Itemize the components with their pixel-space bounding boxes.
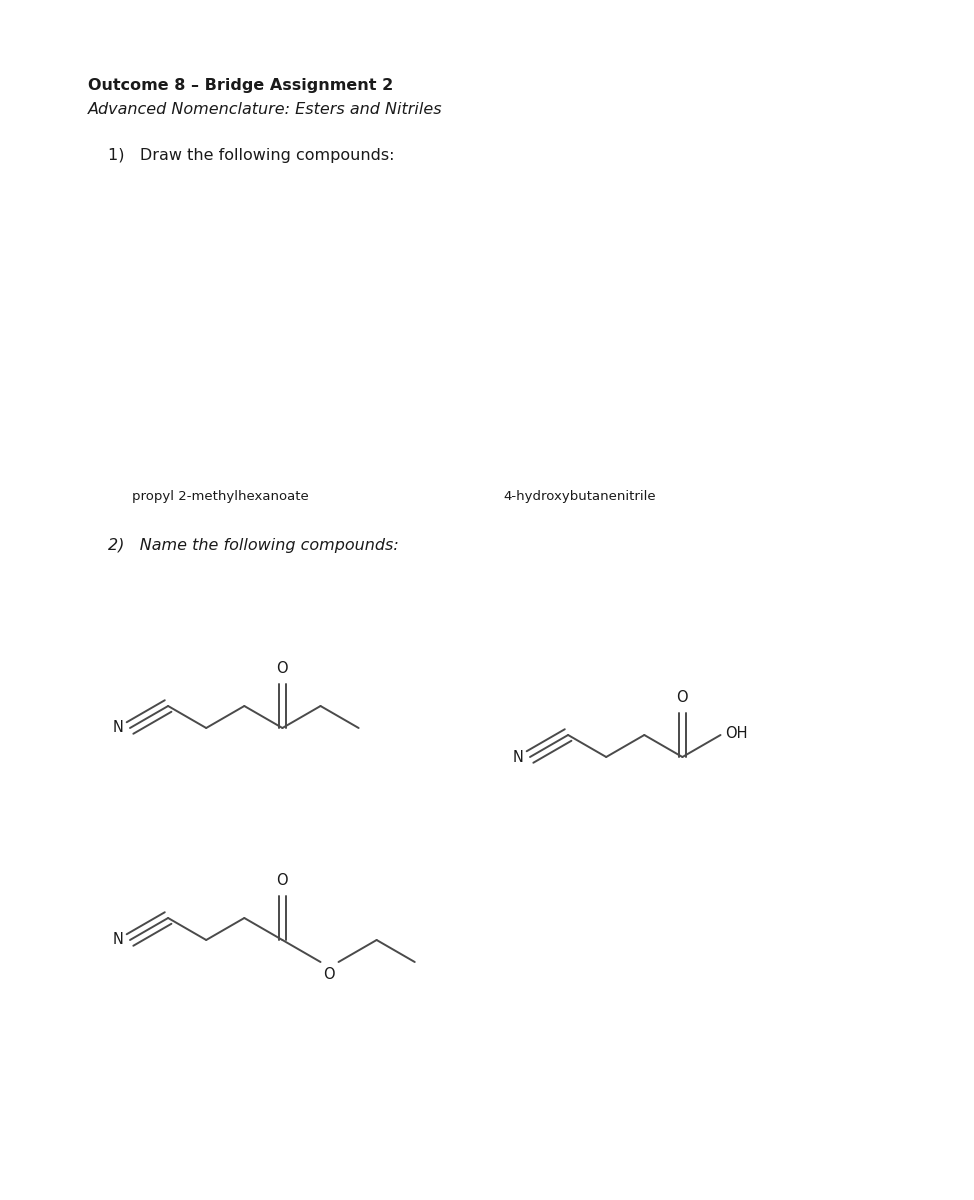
Text: N: N (113, 932, 124, 948)
Text: N: N (113, 720, 124, 736)
Text: O: O (277, 874, 288, 888)
Text: O: O (677, 690, 689, 704)
Text: 4-hydroxybutanenitrile: 4-hydroxybutanenitrile (504, 490, 656, 503)
Text: N: N (513, 750, 524, 764)
Text: O: O (323, 967, 335, 982)
Text: 2)   Name the following compounds:: 2) Name the following compounds: (108, 538, 398, 553)
Text: OH: OH (726, 726, 748, 740)
Text: Outcome 8 – Bridge Assignment 2: Outcome 8 – Bridge Assignment 2 (88, 78, 393, 92)
Text: O: O (277, 661, 288, 676)
Text: Advanced Nomenclature: Esters and Nitriles: Advanced Nomenclature: Esters and Nitril… (88, 102, 442, 116)
Text: propyl 2-methylhexanoate: propyl 2-methylhexanoate (131, 490, 309, 503)
Text: 1)   Draw the following compounds:: 1) Draw the following compounds: (108, 148, 394, 163)
